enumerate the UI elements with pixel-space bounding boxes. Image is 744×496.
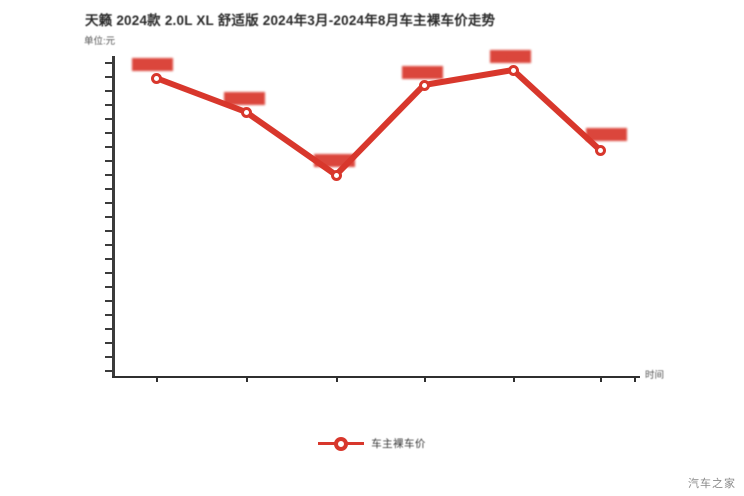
legend-line-swatch: [318, 436, 365, 451]
y-axis-tick: [105, 160, 112, 162]
y-axis-tick: [105, 104, 112, 106]
y-axis-tick: [105, 328, 112, 330]
legend-label: 车主裸车价: [371, 438, 426, 450]
data-point-marker[interactable]: [240, 106, 252, 118]
x-axis-label: 时间: [645, 370, 665, 381]
x-axis-tick: [634, 378, 636, 382]
y-axis-unit-label: 单位:元: [84, 36, 116, 47]
y-axis-tick: [105, 342, 112, 344]
y-axis-tick: [105, 132, 112, 134]
y-axis-tick: [105, 314, 112, 316]
x-axis-tick: [513, 378, 515, 382]
x-axis-tick: [246, 378, 248, 382]
chart-legend: 车主裸车价: [0, 436, 744, 451]
x-axis: [112, 376, 640, 378]
y-axis-tick: [105, 272, 112, 274]
data-point-marker[interactable]: [150, 72, 162, 84]
y-axis-tick: [105, 244, 112, 246]
data-point-value-label: 165300: [224, 92, 265, 105]
y-axis: [112, 56, 115, 378]
y-axis-tick: [105, 216, 112, 218]
data-point-value-label: 169400: [490, 50, 531, 63]
y-axis-tick: [105, 118, 112, 120]
x-axis-tick: [336, 378, 338, 382]
y-axis-tick: [105, 90, 112, 92]
data-point-marker[interactable]: [594, 144, 606, 156]
x-axis-tick: [600, 378, 602, 382]
y-axis-tick: [105, 62, 112, 64]
y-axis-tick: [105, 174, 112, 176]
y-axis-tick: [105, 202, 112, 204]
y-axis-tick: [105, 76, 112, 78]
data-point-value-label: 168800: [132, 58, 173, 71]
y-axis-tick: [105, 146, 112, 148]
y-axis-tick: [105, 300, 112, 302]
y-axis-tick: [105, 356, 112, 358]
y-axis-tick: [105, 286, 112, 288]
legend-marker-icon: [334, 436, 349, 451]
x-axis-tick: [156, 378, 158, 382]
data-point-marker[interactable]: [330, 169, 342, 181]
watermark: 汽车之家: [688, 478, 736, 490]
x-axis-tick: [424, 378, 426, 382]
data-point-value-label: 167600: [402, 66, 443, 79]
data-point-marker[interactable]: [418, 79, 430, 91]
y-axis-tick: [105, 188, 112, 190]
data-point-value-label: 162500: [586, 128, 627, 141]
y-axis-tick: [105, 230, 112, 232]
data-point-marker[interactable]: [507, 64, 519, 76]
data-point-value-label: 158700: [314, 154, 355, 167]
chart-title: 天籁 2024款 2.0L XL 舒适版 2024年3月-2024年8月车主裸车…: [85, 13, 496, 28]
y-axis-tick: [105, 258, 112, 260]
y-axis-tick: [105, 370, 112, 372]
